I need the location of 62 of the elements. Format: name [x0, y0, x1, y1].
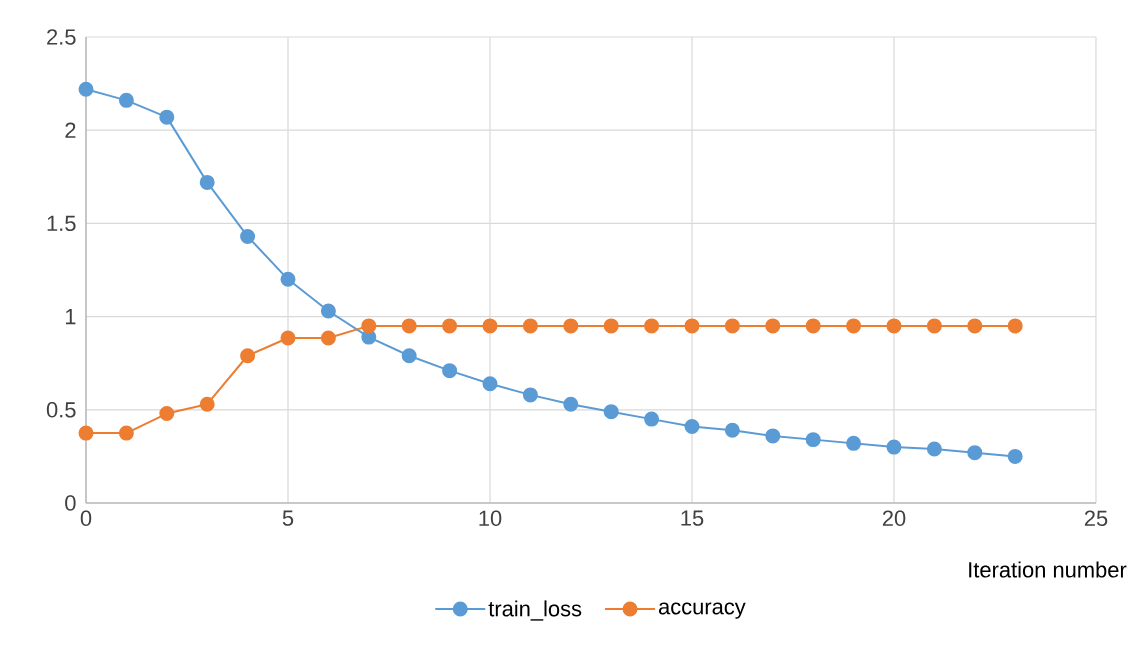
point [280, 271, 296, 287]
legend-label: train_loss [488, 600, 582, 621]
point [78, 81, 94, 97]
point [1007, 318, 1023, 334]
point [240, 348, 256, 364]
point [805, 432, 821, 448]
point [159, 406, 175, 422]
point [967, 445, 983, 461]
point [118, 92, 134, 108]
point [280, 330, 296, 346]
point [159, 109, 175, 125]
point [522, 318, 538, 334]
x-axis-title: Iteration number [969, 561, 1127, 578]
point [199, 174, 215, 190]
x-tick-label: 25 [1084, 510, 1108, 527]
point [926, 441, 942, 457]
y-tick-label: 0 [65, 495, 76, 511]
point [482, 376, 498, 392]
point [320, 330, 336, 346]
point [1007, 448, 1023, 464]
y-tick-label: 1 [65, 309, 76, 325]
x-tick-label: 10 [479, 510, 502, 527]
point [724, 318, 740, 334]
point [886, 318, 902, 334]
point [118, 425, 134, 441]
point [401, 348, 417, 364]
point [240, 228, 256, 244]
point [603, 318, 619, 334]
x-tick-label: 5 [282, 510, 294, 526]
point [765, 318, 781, 334]
point [967, 318, 983, 334]
point [846, 435, 862, 451]
point [442, 318, 458, 334]
y-tick-label: 2.5 [47, 29, 76, 45]
point [724, 422, 740, 438]
point [482, 318, 498, 334]
x-tick-label: 0 [80, 510, 92, 527]
y-tick-label: 0.5 [46, 402, 76, 418]
point [603, 404, 619, 420]
point [846, 318, 862, 334]
point [320, 303, 336, 319]
point [522, 387, 538, 403]
point [361, 318, 377, 334]
y-tick-label: 2 [65, 122, 76, 138]
point [199, 396, 215, 412]
point [684, 419, 700, 435]
legend-label: accuracy [658, 602, 746, 619]
point [563, 318, 579, 334]
point [926, 318, 942, 334]
point [886, 439, 902, 455]
y-tick-label: 1.5 [47, 215, 76, 232]
point [684, 318, 700, 334]
point [805, 318, 821, 334]
point [563, 396, 579, 412]
point [644, 411, 660, 427]
point [401, 318, 417, 334]
x-tick-label: 20 [882, 510, 906, 527]
point [644, 318, 660, 334]
x-tick-label: 15 [681, 510, 704, 526]
point [78, 425, 94, 441]
point [442, 363, 458, 379]
point [765, 428, 781, 444]
